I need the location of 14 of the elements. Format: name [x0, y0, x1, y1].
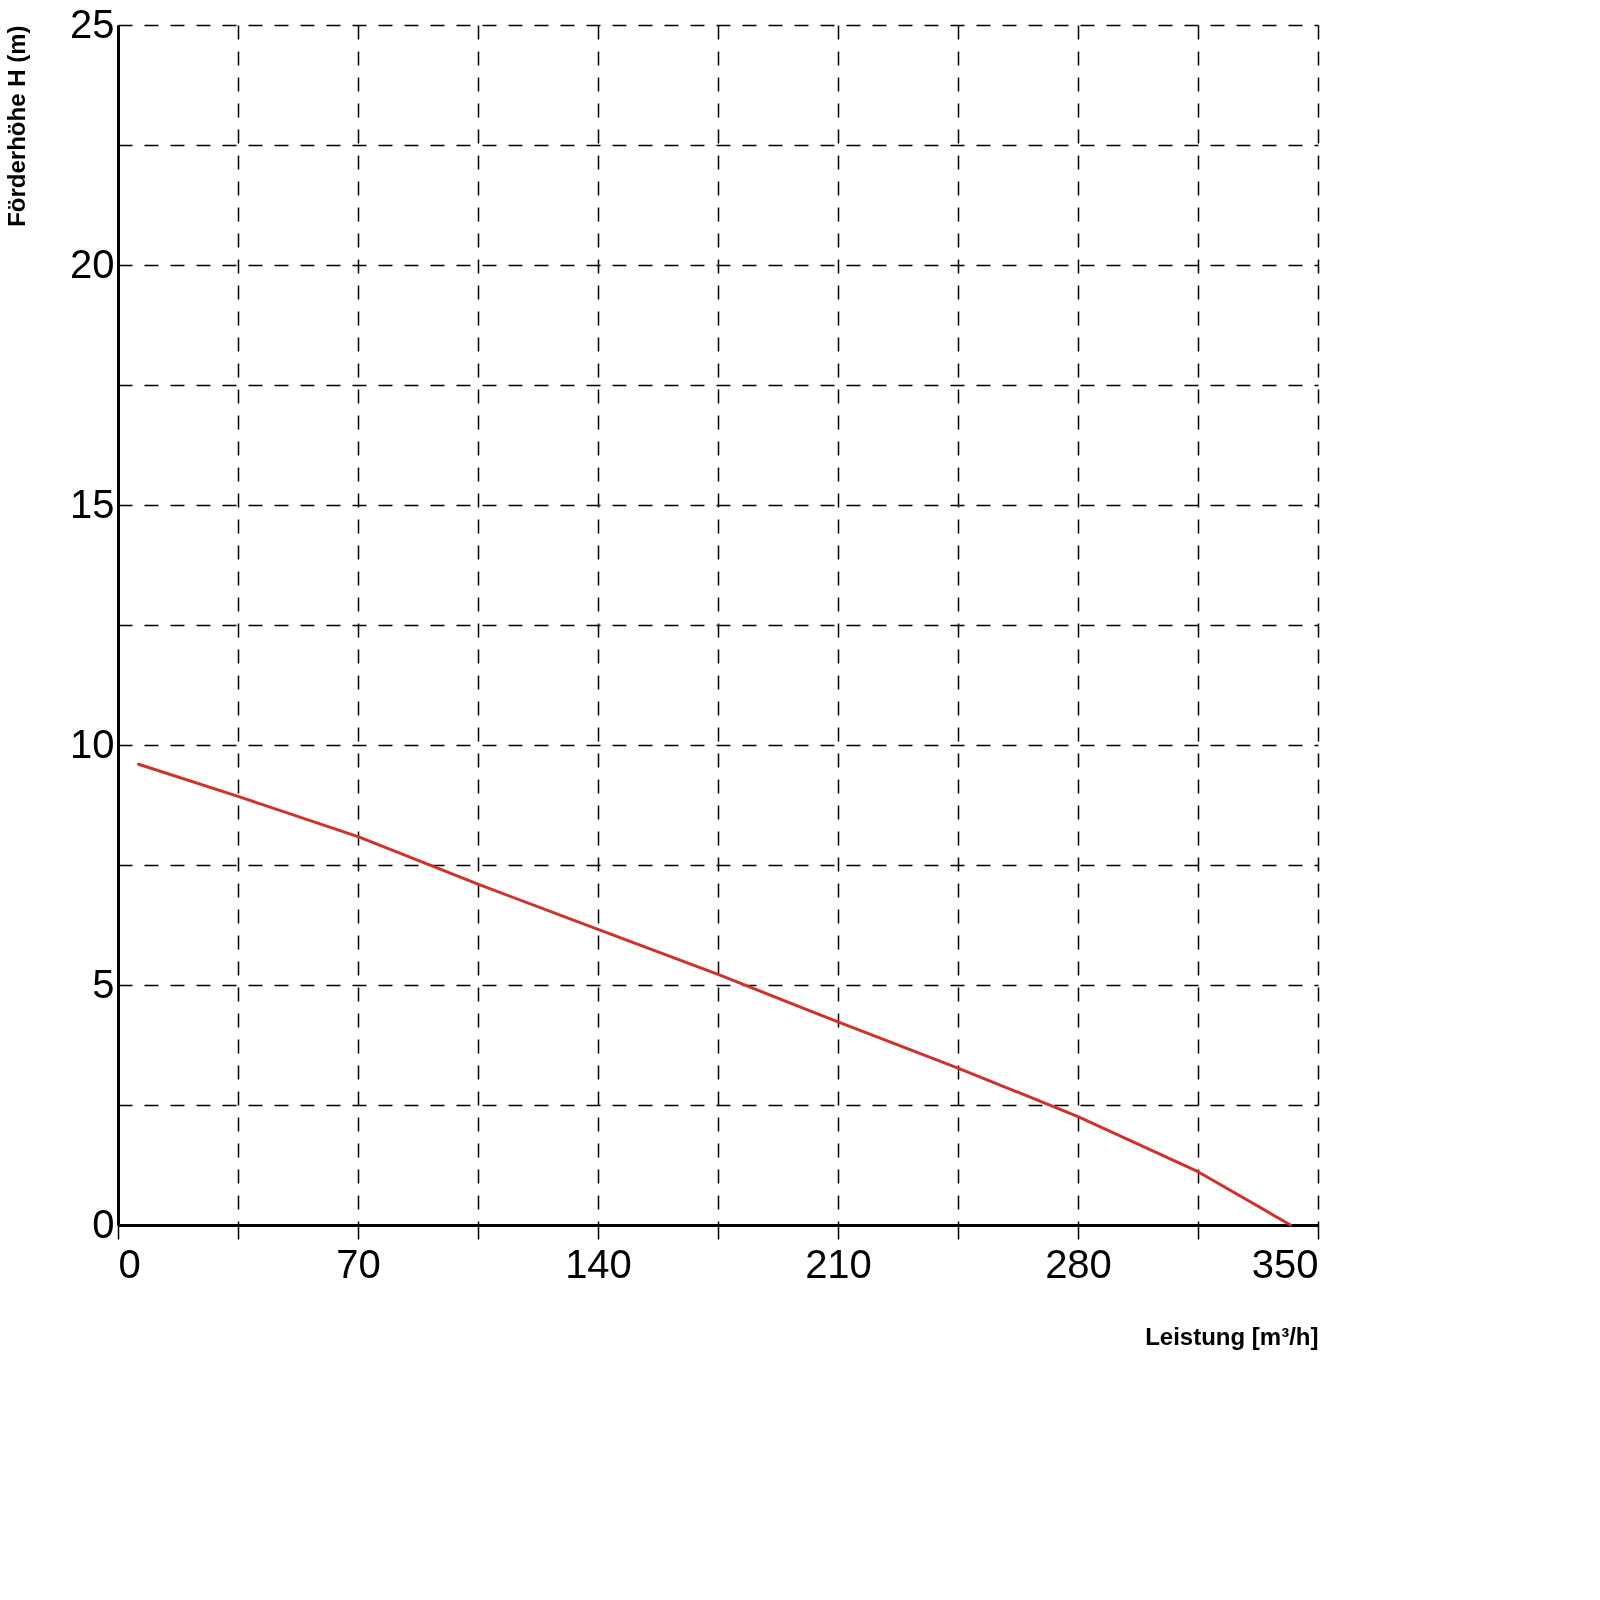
- x-tick-label: 280: [1045, 1241, 1112, 1286]
- x-tick-label: 140: [565, 1241, 632, 1286]
- x-axis-title: Leistung [m³/h]: [1145, 1322, 1319, 1350]
- y-tick-label: 25: [70, 1, 115, 46]
- y-tick-label: 5: [92, 961, 115, 1006]
- line-series: [137, 762, 1293, 1227]
- y-axis-title: Förderhöhe H (m): [3, 25, 31, 227]
- y-tick-label: 10: [70, 721, 115, 766]
- x-tick-label: 210: [805, 1241, 872, 1286]
- y-tick-label: 20: [70, 241, 115, 286]
- x-tick-label: 70: [336, 1241, 381, 1286]
- y-tick-label: 15: [70, 481, 115, 526]
- y-tick-label: 0: [92, 1201, 115, 1246]
- x-tick-label: 350: [1251, 1241, 1319, 1286]
